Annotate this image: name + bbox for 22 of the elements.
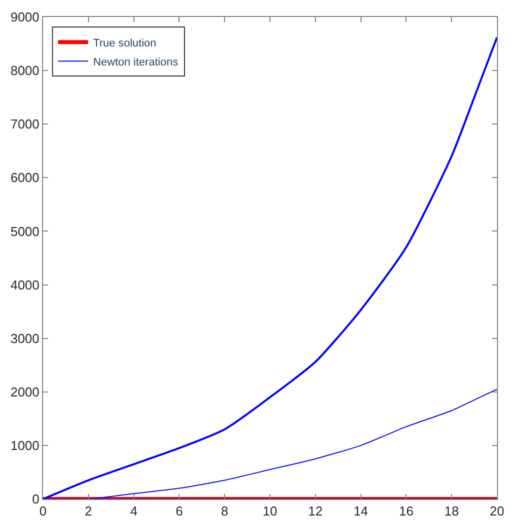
y-tick-label: 5000: [10, 224, 40, 239]
y-tick-label: 2000: [10, 384, 40, 400]
y-tick-label: 0: [32, 492, 40, 507]
x-tick-label: 20: [490, 504, 504, 519]
y-tick-label: 3000: [10, 330, 40, 346]
y-tick-label: 7000: [10, 116, 40, 132]
x-tick-label: 12: [308, 504, 323, 519]
x-tick-label: 10: [262, 504, 278, 519]
y-tick-label: 9000: [10, 10, 40, 25]
y-tick-label: 1000: [10, 438, 40, 453]
x-tick-label: 14: [354, 504, 368, 519]
legend-label: True solution: [93, 37, 156, 50]
x-tick-label: 6: [176, 504, 183, 519]
y-tick-label: 4000: [10, 277, 40, 292]
x-tick-label: 4: [130, 504, 138, 519]
legend-label: Newton iterations: [93, 56, 179, 68]
x-tick-label: 16: [398, 504, 414, 519]
x-tick-label: 2: [84, 504, 92, 519]
x-tick-label: 8: [220, 504, 228, 519]
y-tick-label: 8000: [10, 63, 40, 78]
x-tick-label: 18: [444, 504, 459, 519]
y-tick-label: 6000: [10, 170, 40, 186]
